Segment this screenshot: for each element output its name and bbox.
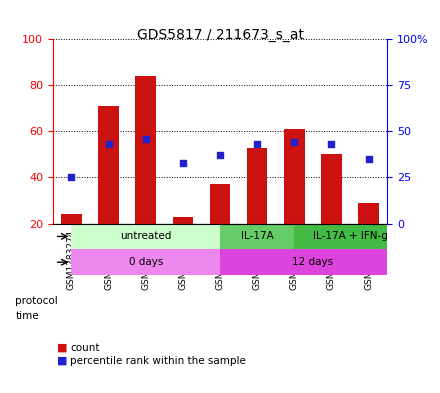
Point	[142, 136, 149, 142]
Text: IL-17A: IL-17A	[241, 231, 274, 241]
Bar	[136, 76, 156, 224]
Point	[180, 160, 187, 166]
Text: 12 days: 12 days	[292, 257, 334, 267]
Text: ■: ■	[57, 343, 68, 353]
Text: time: time	[15, 311, 39, 321]
Text: GDS5817 / 211673_s_at: GDS5817 / 211673_s_at	[136, 28, 304, 42]
Bar	[71, 249, 220, 275]
Bar	[172, 217, 193, 224]
Point	[328, 141, 335, 147]
Point	[365, 156, 372, 162]
Point	[68, 174, 75, 181]
Bar	[61, 214, 81, 224]
Bar	[321, 154, 342, 224]
Bar	[71, 224, 220, 249]
Bar	[359, 203, 379, 224]
Bar	[98, 106, 119, 224]
Text: untreated: untreated	[120, 231, 171, 241]
Bar	[247, 147, 268, 224]
Bar	[220, 249, 406, 275]
Bar	[294, 224, 406, 249]
Text: 0 days: 0 days	[128, 257, 163, 267]
Point	[105, 141, 112, 147]
Text: count: count	[70, 343, 100, 353]
Text: percentile rank within the sample: percentile rank within the sample	[70, 356, 246, 366]
Text: ■: ■	[57, 356, 68, 366]
Bar	[220, 224, 294, 249]
Point	[216, 152, 224, 158]
Text: IL-17A + IFN-g: IL-17A + IFN-g	[312, 231, 388, 241]
Text: protocol: protocol	[15, 296, 58, 306]
Bar	[210, 184, 230, 224]
Point	[291, 139, 298, 145]
Point	[253, 141, 260, 147]
Bar	[284, 129, 304, 224]
